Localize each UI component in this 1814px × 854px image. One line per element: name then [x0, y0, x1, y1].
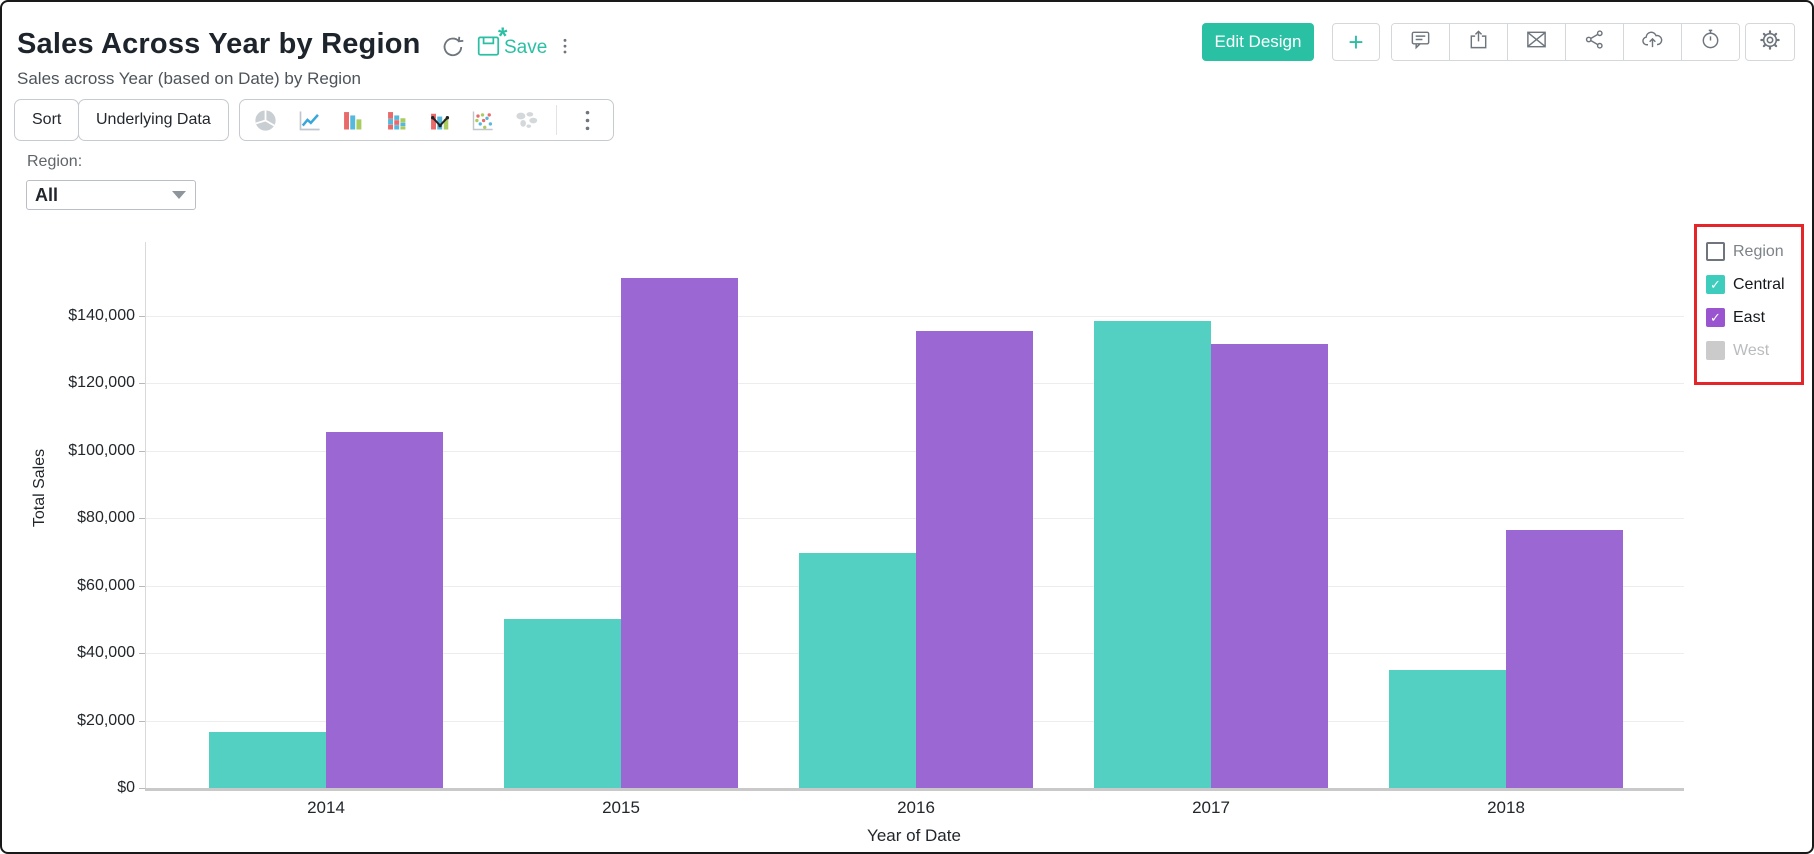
bar-central-2014[interactable] — [209, 732, 326, 788]
unsaved-badge: * — [498, 23, 508, 50]
bar-east-2016[interactable] — [916, 331, 1033, 788]
refresh-icon[interactable] — [440, 34, 466, 65]
y-tick-mark — [139, 720, 146, 722]
bar-central-2015[interactable] — [504, 619, 621, 788]
add-button[interactable]: + — [1332, 23, 1380, 61]
schedule-alarm-button[interactable] — [1681, 24, 1739, 60]
y-tick-label: $140,000 — [68, 306, 135, 324]
region-filter-dropdown[interactable]: All — [26, 180, 196, 210]
share-icon — [1583, 28, 1606, 56]
export-icon — [1467, 28, 1490, 56]
map-chart-icon — [513, 107, 540, 134]
x-tick-label: 2015 — [602, 798, 640, 817]
legend-item-west[interactable]: West — [1706, 334, 1801, 367]
bar-east-2017[interactable] — [1211, 344, 1328, 788]
save-button[interactable]: * Save — [476, 23, 548, 63]
y-tick-label: $120,000 — [68, 374, 135, 391]
y-gridline — [145, 518, 1684, 519]
combo-chart-icon[interactable] — [426, 107, 453, 134]
bar-east-2015[interactable] — [621, 278, 738, 788]
bar-central-2018[interactable] — [1389, 670, 1506, 788]
bar-central-2016[interactable] — [799, 553, 916, 788]
settings-button[interactable] — [1745, 23, 1795, 61]
legend-panel-highlighted: Region ✓ Central ✓ East West — [1694, 224, 1804, 385]
y-axis-title: Total Sales — [31, 448, 48, 528]
share-button[interactable] — [1565, 24, 1623, 60]
y-tick-label: $0 — [117, 779, 135, 796]
y-tick-label: $40,000 — [77, 644, 135, 661]
y-tick-label: $80,000 — [77, 509, 135, 526]
x-tick-label: 2016 — [897, 798, 935, 817]
checkbox-icon[interactable]: ✓ — [1706, 308, 1725, 327]
sort-button[interactable]: Sort — [14, 99, 80, 141]
export-button[interactable] — [1449, 24, 1507, 60]
header-action-toolbar — [1391, 23, 1740, 61]
comment-icon — [1409, 28, 1432, 56]
x-axis-line — [145, 788, 1684, 791]
y-gridline — [145, 315, 1684, 317]
comment-button[interactable] — [1392, 24, 1449, 60]
cloud-upload-button[interactable] — [1623, 24, 1681, 60]
y-tick-mark — [139, 788, 146, 789]
y-axis-line — [145, 242, 146, 788]
y-tick-mark — [139, 653, 146, 654]
schedule-alarm-icon — [1699, 28, 1722, 56]
bar-east-2018[interactable] — [1506, 530, 1623, 788]
chart-type-toolbar — [239, 99, 614, 141]
bar-east-2014[interactable] — [326, 432, 443, 788]
y-tick-label: $100,000 — [68, 441, 135, 459]
y-tick-label: $20,000 — [77, 711, 135, 729]
chevron-down-icon — [172, 191, 186, 199]
legend-item-label: Region — [1733, 242, 1784, 260]
checkbox-icon[interactable]: ✓ — [1706, 275, 1725, 294]
region-filter-label: Region: — [27, 153, 83, 170]
scatter-chart-icon[interactable] — [469, 107, 496, 134]
gear-icon — [1758, 28, 1782, 57]
save-label: Save — [504, 36, 548, 58]
y-tick-mark — [139, 450, 146, 452]
y-tick-mark — [139, 315, 146, 317]
email-icon — [1525, 28, 1548, 56]
legend-title-row[interactable]: Region — [1706, 235, 1801, 268]
region-filter-value: All — [35, 184, 59, 205]
y-tick-mark — [139, 518, 146, 519]
checkbox-icon[interactable] — [1706, 242, 1725, 261]
y-gridline — [145, 383, 1684, 384]
pie-chart-icon — [252, 107, 279, 134]
header-more-menu-icon[interactable] — [555, 34, 575, 60]
email-button[interactable] — [1507, 24, 1565, 60]
line-chart-icon[interactable] — [296, 107, 323, 134]
underlying-data-button[interactable]: Underlying Data — [78, 99, 229, 141]
x-tick-label: 2018 — [1487, 798, 1525, 817]
x-tick-label: 2017 — [1192, 798, 1230, 817]
y-gridline — [145, 450, 1684, 452]
x-tick-label: 2014 — [307, 798, 345, 817]
page-title: Sales Across Year by Region — [17, 28, 421, 60]
bar-central-2017[interactable] — [1094, 321, 1211, 788]
y-tick-label: $60,000 — [77, 576, 135, 594]
cloud-upload-icon — [1641, 28, 1664, 56]
legend-item-label: Central — [1733, 275, 1785, 293]
y-tick-mark — [139, 383, 146, 384]
edit-design-button[interactable]: Edit Design — [1202, 23, 1314, 61]
x-axis-title: Year of Date — [867, 826, 961, 845]
legend-item-label: West — [1733, 341, 1770, 359]
more-chart-types-icon[interactable] — [574, 107, 601, 134]
legend-item-label: East — [1733, 308, 1766, 326]
page-subtitle: Sales across Year (based on Date) by Reg… — [17, 69, 361, 88]
y-tick-mark — [139, 585, 146, 587]
checkbox-icon[interactable] — [1706, 341, 1725, 360]
legend-item-central[interactable]: ✓ Central — [1706, 268, 1801, 301]
toolbar-divider — [556, 105, 558, 135]
stacked-bar-chart-icon[interactable] — [383, 107, 410, 134]
bar-chart-icon[interactable] — [339, 107, 366, 134]
save-icon: * — [476, 23, 507, 63]
legend-item-east[interactable]: ✓ East — [1706, 301, 1801, 334]
